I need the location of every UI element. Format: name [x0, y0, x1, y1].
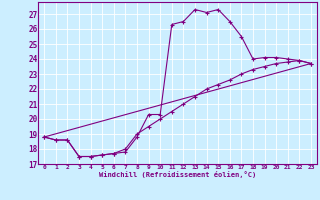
- X-axis label: Windchill (Refroidissement éolien,°C): Windchill (Refroidissement éolien,°C): [99, 171, 256, 178]
